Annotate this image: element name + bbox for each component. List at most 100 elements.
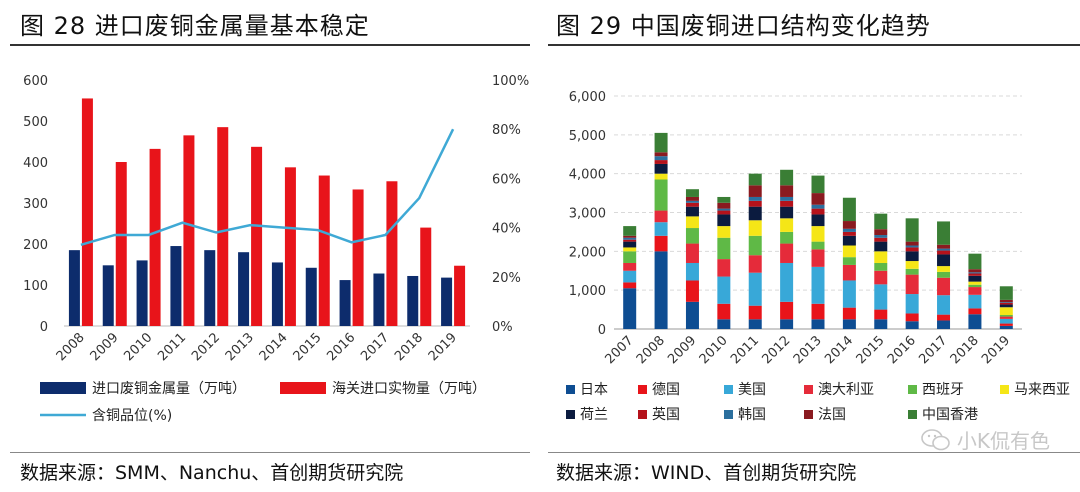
bar-segment	[717, 226, 731, 238]
bar-segment	[717, 303, 731, 320]
bar-segment	[654, 210, 668, 223]
bar-segment	[874, 241, 888, 252]
bar-segment	[999, 323, 1013, 326]
bar-segment	[999, 315, 1013, 317]
bar-segment	[905, 268, 919, 275]
bar-segment	[748, 319, 762, 329]
left-figure: 图 28 进口废铜金属量基本稳定 0 100 200 300 400 500 600 0% 20…	[0, 0, 530, 492]
y-right-tick-label: 60%	[492, 172, 521, 187]
bar-segment	[717, 196, 731, 203]
bar-segment	[999, 304, 1013, 308]
bar-segment	[999, 316, 1013, 319]
watermark-text: 小K侃有色	[956, 429, 1050, 453]
watermark: 小K侃有色	[921, 425, 1050, 457]
copper-import-structure-chart: 01,0002,0003,0004,0005,0006,000200720082…	[566, 90, 1070, 423]
bar-segment	[842, 221, 856, 229]
y-left-tick-label: 500	[23, 115, 48, 130]
bar-segment	[623, 247, 637, 252]
bar-segment	[811, 214, 825, 227]
y-tick-label: 5,000	[569, 129, 606, 144]
bar-segment	[937, 250, 951, 255]
figure-29-title: 图 29 中国废铜进口结构变化趋势	[556, 12, 931, 40]
bar-segment	[685, 202, 699, 207]
bar-segment	[654, 132, 668, 153]
legend-label: 法国	[818, 407, 846, 423]
bar-segment	[811, 319, 825, 329]
bar-metal-volume	[407, 275, 419, 326]
bar-segment	[811, 241, 825, 250]
bar-segment	[999, 307, 1013, 316]
bar-segment	[780, 169, 794, 186]
bar-segment	[654, 222, 668, 236]
right-figure: 图 29 中国废铜进口结构变化趋势 0 1,000 2,000 3,000 4,000 5…	[548, 0, 1080, 492]
bar-segment	[842, 197, 856, 222]
bar-customs-volume	[217, 127, 229, 327]
x-tick-label: 2008	[54, 330, 88, 364]
y-left-tick-label: 0	[40, 320, 48, 335]
bar-segment	[654, 163, 668, 174]
y-tick-label: 4,000	[569, 168, 606, 183]
bar-segment	[748, 255, 762, 273]
bar-segment	[685, 189, 699, 197]
bar-segment	[717, 208, 731, 211]
bar-segment	[623, 237, 637, 240]
bar-segment	[874, 235, 888, 238]
bar-segment	[937, 266, 951, 272]
bar-segment	[654, 156, 668, 161]
bar-segment	[905, 261, 919, 269]
bar-segment	[780, 243, 794, 263]
x-tick-label: 2010	[697, 333, 731, 367]
bar-segment	[717, 237, 731, 260]
bar-segment	[811, 175, 825, 194]
y-left-tick-label: 600	[23, 74, 48, 89]
legend-swatch	[638, 410, 647, 419]
bar-segment	[780, 206, 794, 219]
x-tick-label: 2010	[121, 330, 155, 364]
bar-segment	[968, 284, 982, 288]
y-tick-label: 0	[598, 323, 606, 338]
bar-segment	[654, 160, 668, 164]
bar-segment	[905, 274, 919, 295]
x-tick-label: 2011	[728, 333, 762, 367]
bar-metal-volume	[170, 246, 182, 326]
x-tick-label: 2016	[885, 333, 919, 367]
bar-segment	[811, 193, 825, 205]
bar-segment	[623, 288, 637, 329]
bar-segment	[780, 319, 794, 329]
bar-segment	[842, 235, 856, 246]
legend-swatch	[638, 385, 647, 394]
y-right-tick-label: 100%	[492, 74, 529, 89]
legend-swatch	[908, 410, 917, 419]
bar-segment	[842, 280, 856, 308]
bar-segment	[685, 196, 699, 201]
bar-segment	[874, 284, 888, 310]
bar-segment	[685, 228, 699, 244]
bar-segment	[999, 325, 1013, 329]
bar-segment	[999, 299, 1013, 303]
bar-segment	[968, 275, 982, 282]
bar-segment	[905, 245, 919, 248]
bar-segment	[685, 243, 699, 263]
bar-segment	[780, 196, 794, 201]
bar-segment	[874, 270, 888, 285]
bar-segment	[623, 262, 637, 271]
bar-segment	[874, 319, 888, 329]
legend-label-customs: 海关进口实物量（万吨）	[332, 381, 486, 397]
bar-segment	[654, 173, 668, 180]
bar-segment	[905, 218, 919, 242]
bar-segment	[717, 276, 731, 304]
bar-segment	[999, 302, 1013, 305]
legend-swatch	[566, 385, 575, 394]
bar-metal-volume	[238, 252, 250, 326]
bar-metal-volume	[136, 260, 148, 326]
x-tick-label: 2017	[358, 330, 392, 364]
y-left-tick-label: 100	[23, 279, 48, 294]
copper-import-volume-chart: 0 100 200 300 400 500 600 0% 20% 40% 60% 80% 100% 200…	[23, 74, 529, 424]
bar-segment	[811, 226, 825, 242]
title-rule	[10, 44, 530, 46]
bar-segment	[968, 269, 982, 273]
bar-customs-volume	[251, 146, 263, 326]
bar-segment	[905, 241, 919, 246]
bar-segment	[623, 241, 637, 248]
y-right-tick-label: 40%	[492, 222, 521, 237]
